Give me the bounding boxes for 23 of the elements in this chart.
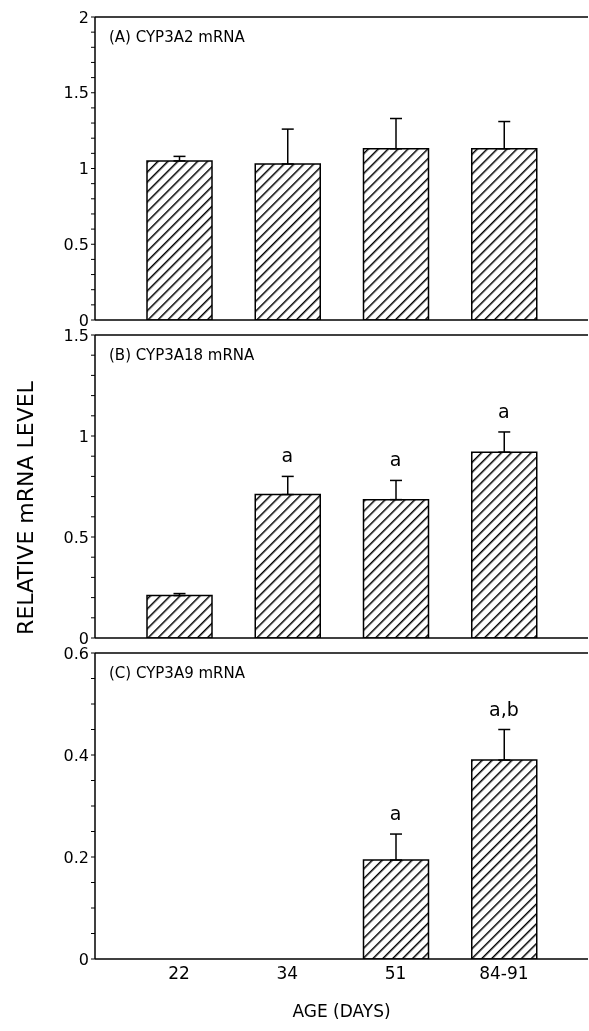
y-axis-title: RELATIVE mRNA LEVEL xyxy=(12,381,38,635)
y-tick-label: 0.5 xyxy=(63,527,89,547)
y-tick-label: 1.5 xyxy=(63,83,89,103)
y-tick-label: 0.4 xyxy=(63,745,89,765)
y-tick-label: 2 xyxy=(78,7,89,27)
y-tick-label: 1 xyxy=(78,159,89,179)
y-tick-label: 0.5 xyxy=(63,234,89,254)
x-tick-label: 22 xyxy=(168,963,190,984)
x-axis-title: AGE (DAYS) xyxy=(292,1001,391,1021)
y-tick-label: 0.2 xyxy=(63,847,89,867)
y-tick-label: 0 xyxy=(78,949,89,969)
text: (A) CYP3A2 mRNA xyxy=(109,28,245,46)
text: (C) CYP3A9 mRNA xyxy=(109,664,245,682)
y-tick-label: 1 xyxy=(78,426,89,446)
x-tick-label: 51 xyxy=(384,963,407,984)
text: (B) CYP3A18 mRNA xyxy=(109,346,255,364)
annotation: a xyxy=(389,802,402,825)
annotation: a xyxy=(281,444,294,467)
annotation: a,b xyxy=(489,697,519,720)
x-tick-label: 84-91 xyxy=(479,963,529,984)
annotation: a xyxy=(498,399,510,422)
annotation: a xyxy=(389,448,402,471)
x-tick-label: 34 xyxy=(276,963,299,984)
